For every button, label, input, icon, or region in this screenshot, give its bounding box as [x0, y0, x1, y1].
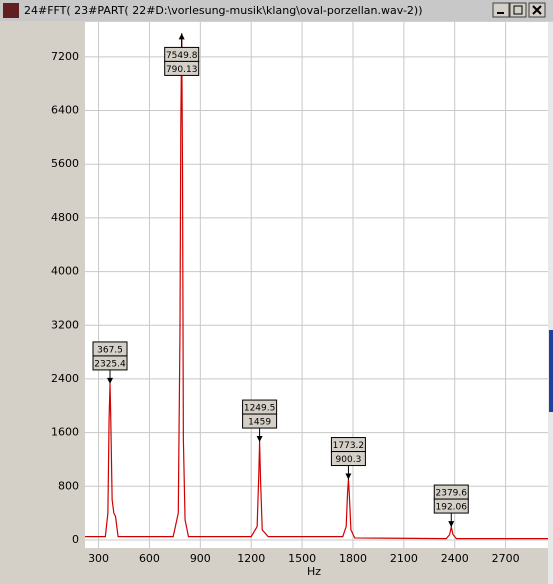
y-tick-label: 6400	[51, 104, 79, 117]
y-tick-label: 0	[72, 533, 79, 546]
y-tick-label: 7200	[51, 50, 79, 63]
arrow-head	[345, 473, 352, 480]
annotation-text: 2325.4	[94, 359, 126, 369]
peak-annotation: 1249.5 1459	[242, 399, 278, 443]
annotation-box	[330, 451, 366, 467]
x-tick-label: 2700	[492, 552, 520, 565]
y-tick-label: 4800	[51, 211, 79, 224]
x-tick-label: 300	[88, 552, 109, 565]
annotation-text: 900.3	[336, 455, 362, 465]
minimize-button[interactable]	[492, 2, 510, 18]
y-tick-label: 800	[58, 479, 79, 492]
y-tick-label: 1600	[51, 426, 79, 439]
x-tick-label: 1500	[288, 552, 316, 565]
x-tick-label: 1800	[339, 552, 367, 565]
annotation-text: 1249.5	[244, 404, 276, 414]
x-tick-label: 600	[139, 552, 160, 565]
annotation-text: 790.13	[166, 65, 198, 75]
annotation-text: 2379.6	[436, 489, 468, 499]
annotation-text: 7549.8	[166, 51, 198, 61]
maximize-icon	[513, 5, 523, 15]
arrow-head	[178, 33, 185, 40]
maximize-button[interactable]	[509, 2, 527, 18]
annotation-box	[433, 498, 469, 514]
window-buttons[interactable]	[492, 2, 546, 18]
y-tick-label: 5600	[51, 157, 79, 170]
spectrum-line	[85, 33, 548, 540]
plot-area	[85, 22, 548, 548]
y-tick-label: 3200	[51, 318, 79, 331]
peak-annotation: 1773.2 900.3	[330, 437, 366, 480]
annotation-box	[92, 355, 128, 371]
peak-annotation: 7549.8 790.13	[164, 33, 200, 76]
arrow-head	[107, 377, 114, 384]
arrow-head	[256, 436, 263, 443]
annotation-text: 1459	[248, 418, 271, 428]
peak-annotation: 367.5 2325.4	[92, 341, 128, 384]
y-tick-label: 2400	[51, 372, 79, 385]
x-tick-label: 1200	[237, 552, 265, 565]
arrow-head	[448, 521, 455, 528]
window-icon	[3, 3, 19, 18]
annotation-box	[164, 60, 200, 76]
window-title: 24#FFT( 23#PART( 22#D:\vorlesung-musik\k…	[24, 4, 423, 17]
side-indicator	[549, 330, 553, 412]
annotation-text: 1773.2	[333, 441, 365, 451]
y-tick-label: 4000	[51, 265, 79, 278]
annotation-box	[242, 413, 278, 429]
close-icon	[532, 5, 542, 15]
x-axis-label: Hz	[307, 565, 321, 578]
title-bar	[0, 0, 553, 21]
side-bar	[548, 22, 553, 584]
x-tick-label: 2100	[390, 552, 418, 565]
x-tick-label: 900	[190, 552, 211, 565]
annotation-text: 192.06	[436, 503, 468, 513]
peak-annotation: 2379.6 192.06	[433, 484, 469, 528]
annotation-text: 367.5	[97, 345, 123, 355]
x-tick-label: 2400	[441, 552, 469, 565]
